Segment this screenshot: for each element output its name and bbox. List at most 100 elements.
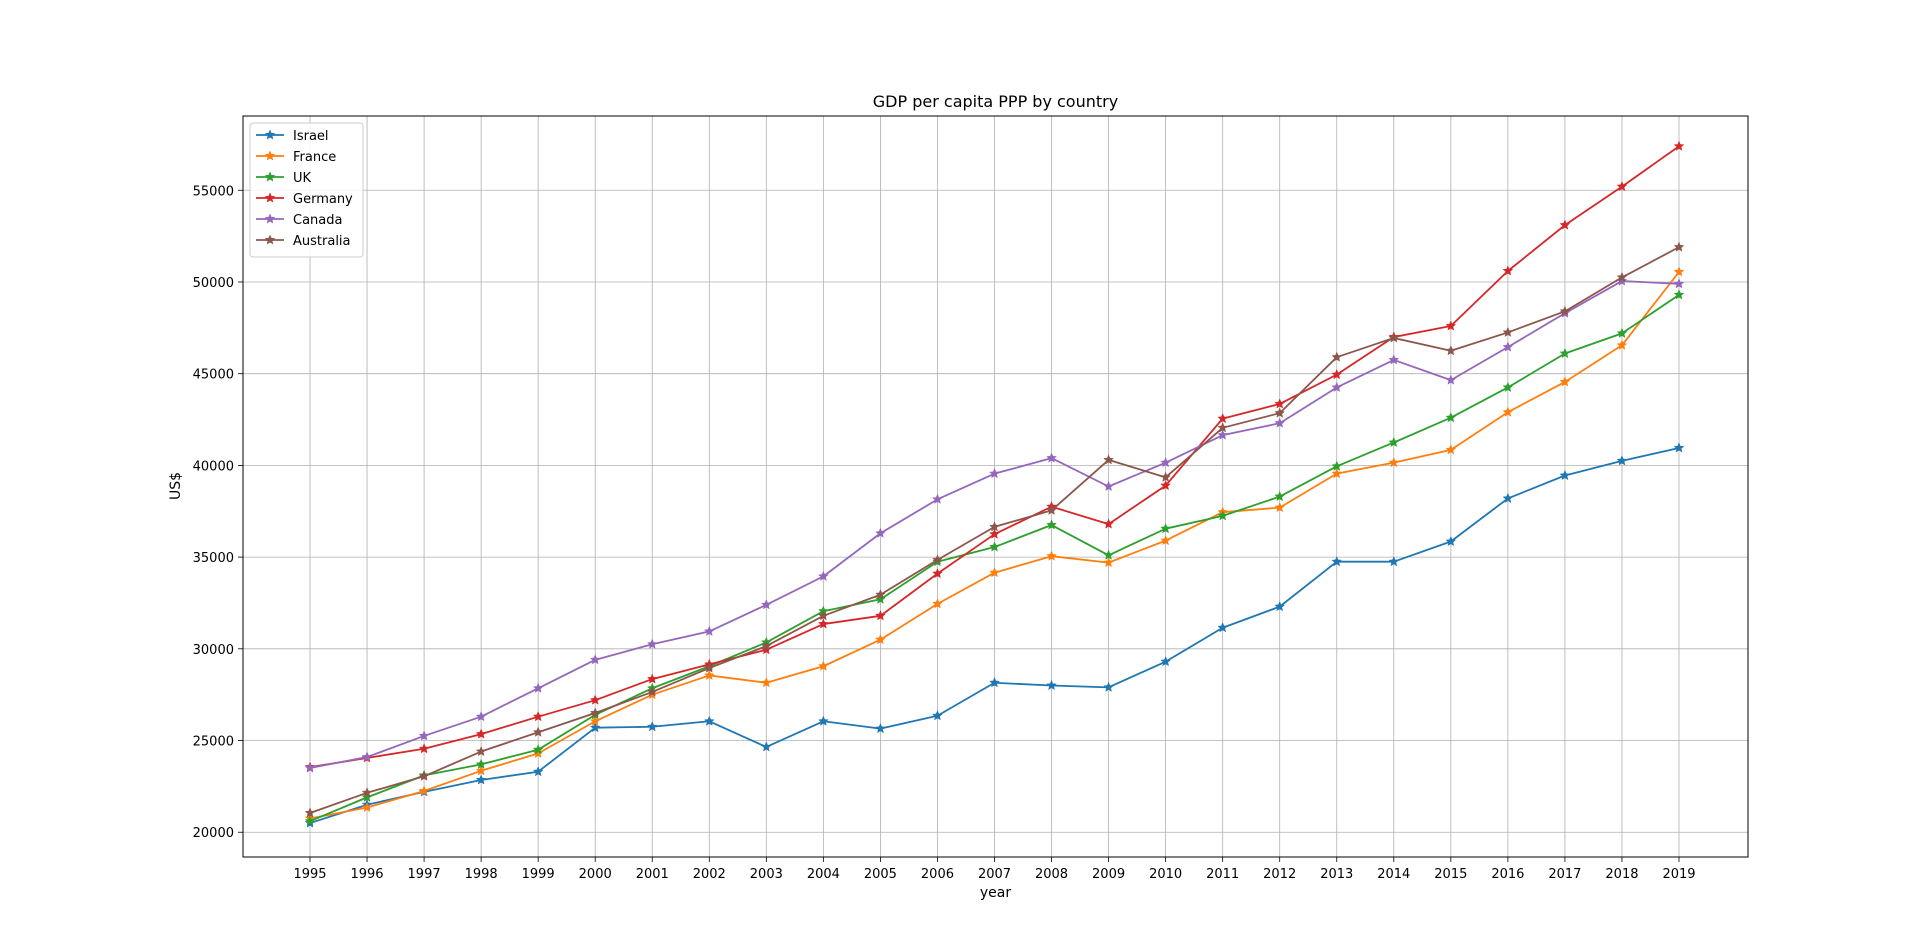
data-point-france	[1445, 444, 1457, 455]
legend-label: Germany	[293, 192, 353, 207]
chart-title: GDP per capita PPP by country	[873, 92, 1118, 111]
x-axis-label: year	[980, 885, 1011, 901]
data-point-australia	[475, 745, 487, 757]
x-axis-ticks: 1995 1996 1997 1998 1999 2000 2001 2002 2003 2004…	[293, 857, 1696, 882]
data-point-canada	[1217, 429, 1229, 440]
data-point-israel	[475, 774, 487, 785]
y-tick-label: 25000	[193, 735, 234, 750]
data-point-uk	[1103, 549, 1114, 560]
data-point-france	[989, 567, 1000, 578]
data-point-australia	[760, 640, 772, 651]
data-point-uk	[361, 791, 373, 802]
data-point-australia	[1616, 271, 1628, 282]
legend-label: Australia	[293, 234, 351, 249]
data-point-canada	[1445, 374, 1457, 385]
data-point-israel	[646, 721, 658, 732]
data-point-france	[1331, 468, 1343, 479]
data-point-canada	[760, 599, 772, 610]
data-point-australia	[989, 521, 1000, 532]
data-point-australia	[1217, 422, 1229, 433]
data-point-germany	[818, 618, 829, 629]
y-tick-label: 55000	[193, 184, 234, 199]
data-point-france	[361, 801, 373, 813]
data-point-canada	[1673, 278, 1685, 289]
legend-item-israel: Israel	[256, 129, 329, 144]
x-tick-label: 1998	[465, 867, 498, 882]
data-point-canada	[532, 682, 544, 693]
data-point-israel	[589, 722, 601, 733]
data-point-france	[703, 669, 715, 680]
legend-swatch-marker	[264, 213, 276, 224]
data-point-canada	[418, 730, 430, 741]
data-point-germany	[989, 528, 1000, 539]
data-point-australia	[932, 554, 943, 565]
legend-item-australia: Australia	[256, 234, 351, 249]
data-point-france	[475, 765, 487, 776]
data-point-australia	[1046, 504, 1057, 515]
legend-label: UK	[293, 171, 312, 186]
series-australia	[304, 241, 1685, 818]
y-tick-label: 30000	[193, 643, 234, 658]
y-tick-label: 50000	[193, 276, 234, 291]
y-tick-label: 40000	[193, 459, 234, 474]
x-tick-label: 2005	[864, 867, 897, 882]
x-tick-label: 2018	[1605, 867, 1638, 882]
data-point-france	[1502, 406, 1514, 417]
data-point-france	[1616, 339, 1628, 350]
data-point-australia	[1103, 454, 1114, 465]
data-point-australia	[1331, 351, 1343, 362]
data-point-israel	[1502, 492, 1514, 503]
data-point-canada	[989, 468, 1000, 479]
x-tick-label: 1996	[350, 867, 383, 882]
data-point-germany	[1103, 518, 1114, 529]
data-point-uk	[475, 758, 487, 769]
data-point-france	[817, 660, 829, 671]
data-point-uk	[989, 541, 1000, 552]
data-point-uk	[304, 815, 316, 826]
data-point-germany	[1274, 398, 1286, 409]
y-tick-label: 45000	[193, 368, 234, 383]
data-point-australia	[418, 770, 430, 781]
data-point-australia	[1502, 326, 1514, 338]
data-point-germany	[1502, 265, 1514, 276]
data-point-canada	[589, 654, 601, 665]
legend-label: Israel	[293, 129, 329, 144]
data-point-canada	[1160, 457, 1172, 468]
legend-swatch-marker	[264, 192, 276, 203]
data-point-israel	[1274, 600, 1286, 612]
data-point-australia	[589, 707, 601, 718]
data-point-australia	[1673, 241, 1685, 252]
data-point-australia	[1160, 471, 1172, 482]
data-point-uk	[532, 744, 544, 755]
data-point-israel	[1331, 556, 1343, 567]
legend-item-germany: Germany	[256, 192, 353, 207]
x-tick-label: 2003	[750, 867, 783, 882]
data-point-germany	[589, 694, 601, 705]
y-axis-label: US$	[168, 472, 184, 500]
x-tick-label: 2013	[1320, 867, 1353, 882]
data-point-germany	[475, 728, 487, 739]
data-point-france	[760, 677, 772, 688]
x-tick-label: 2004	[807, 867, 840, 882]
legend-label: Canada	[293, 213, 342, 228]
data-point-canada	[932, 493, 943, 504]
data-point-israel	[818, 715, 829, 726]
data-point-israel	[1103, 681, 1114, 692]
data-point-canada	[1388, 354, 1400, 365]
data-point-australia	[875, 589, 886, 600]
data-point-israel	[1160, 656, 1171, 667]
x-tick-label: 2000	[579, 867, 612, 882]
data-point-australia	[304, 807, 316, 818]
data-point-canada	[703, 625, 715, 636]
data-point-israel	[1217, 622, 1229, 633]
data-point-uk	[1502, 381, 1514, 393]
data-point-france	[1388, 457, 1400, 468]
legend-swatch-marker	[264, 150, 276, 161]
x-tick-label: 2001	[636, 867, 669, 882]
data-point-uk	[1331, 460, 1343, 471]
x-tick-label: 2016	[1491, 867, 1524, 882]
x-tick-label: 2010	[1149, 867, 1182, 882]
data-point-uk	[1616, 327, 1628, 338]
data-point-australia	[646, 686, 658, 697]
data-point-uk	[1388, 436, 1400, 448]
